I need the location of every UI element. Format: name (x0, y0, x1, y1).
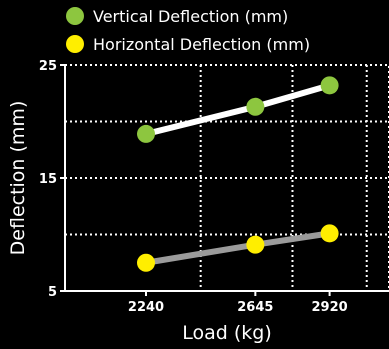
x-tick-label: 2240 (128, 300, 164, 315)
legend-marker-vertical (66, 7, 84, 25)
data-point-horizontal (137, 253, 155, 272)
series-layer (137, 76, 339, 272)
y-tick-label: 15 (39, 172, 57, 187)
y-tick-label: 5 (48, 285, 57, 300)
series-line-vertical (143, 82, 333, 137)
x-tick-labels: 2240 2645 2920 (128, 291, 348, 315)
y-axis-title: Deflection (mm) (7, 101, 29, 256)
x-axis-title: Load (kg) (182, 322, 272, 344)
y-tick-labels: 5 15 25 (39, 59, 65, 300)
data-point-horizontal (246, 235, 265, 254)
data-point-vertical (137, 124, 155, 143)
grid-lines (65, 65, 389, 291)
legend: Vertical Deflection (mm) Horizontal Defl… (66, 7, 310, 54)
data-point-vertical (320, 76, 339, 95)
legend-label-vertical: Vertical Deflection (mm) (93, 7, 288, 26)
data-point-vertical (246, 97, 265, 116)
y-tick-label: 25 (39, 59, 57, 74)
legend-marker-horizontal (66, 35, 84, 53)
x-tick-label: 2920 (312, 300, 348, 315)
data-point-horizontal (320, 224, 339, 243)
series-line-horizontal (143, 230, 333, 266)
legend-label-horizontal: Horizontal Deflection (mm) (93, 35, 310, 54)
plot-area (64, 64, 389, 292)
x-tick-label: 2645 (237, 300, 273, 315)
